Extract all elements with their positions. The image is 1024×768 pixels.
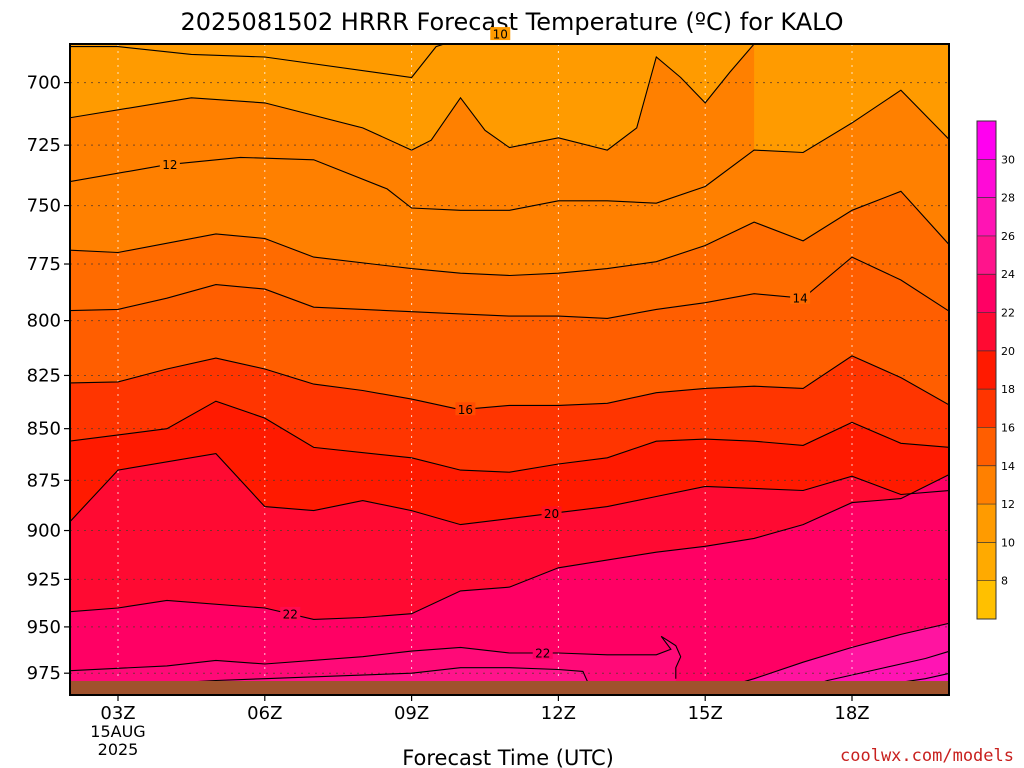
colorbar-box [977, 274, 996, 313]
x-date-label: 15AUG [90, 722, 145, 741]
contour-label-bg [455, 402, 476, 416]
colorbar-tick-label: 28 [1001, 192, 1015, 205]
y-tick-label: 925 [27, 569, 61, 590]
contour-line-11 [70, 44, 755, 151]
x-tick-label: 12Z [541, 703, 576, 724]
y-tick-label: 900 [27, 521, 61, 542]
colorbar-box [977, 350, 996, 390]
plot-area: 10 12 14 16 20 22 22 [70, 27, 949, 695]
contour-line-20 [70, 453, 949, 526]
contour-label: 20 [544, 507, 559, 521]
contour-label: 12 [162, 158, 177, 172]
colorbar-box [977, 235, 996, 275]
colorbar-tick-label: 16 [1001, 421, 1015, 434]
colorbar-tick-label: 14 [1001, 460, 1015, 473]
x-axis-label: Forecast Time (UTC) [402, 746, 614, 768]
contour-line-23 [70, 635, 682, 679]
y-tick-label: 725 [27, 135, 61, 156]
contour-label-bg [532, 645, 553, 659]
x-tick-label: 03Z [100, 703, 135, 724]
y-tick-label: 750 [27, 196, 61, 217]
plot-frame [69, 43, 950, 696]
contour-label: 16 [458, 403, 473, 417]
colorbar-box [977, 542, 996, 581]
contour-line-18 [70, 400, 949, 473]
contour-label-bg [541, 506, 562, 520]
ground-strip [70, 681, 949, 695]
axes: 700 725 750 775 800 825 850 875 900 925 950 975 03Z 0… [27, 43, 950, 759]
colorbar-tick-label: 30 [1001, 153, 1015, 166]
x-tick-label: 09Z [394, 703, 429, 724]
colorbar-tick-label: 8 [1001, 575, 1008, 588]
y-tick-label: 700 [27, 73, 61, 94]
colorbar-tick-label: 22 [1001, 307, 1015, 320]
colorbar-tick-label: 24 [1001, 268, 1015, 281]
colorbar-tick-label: 26 [1001, 230, 1015, 243]
contour-line-13 [70, 190, 949, 277]
y-tick-label: 850 [27, 419, 61, 440]
x-tick-label: 18Z [834, 703, 869, 724]
y-tick-label: 825 [27, 365, 61, 386]
contour-label: 14 [792, 291, 807, 305]
colorbar-box [977, 121, 996, 160]
contour-label: 22 [283, 607, 298, 621]
y-tick-label: 975 [27, 663, 61, 684]
contour-line-16 [70, 355, 949, 411]
colorbar-box [977, 389, 996, 428]
colorbar: 8 10 12 14 16 18 20 22 24 26 28 30 [976, 120, 1015, 620]
contour-line-10 [70, 44, 559, 79]
colorbar-tick-label: 12 [1001, 498, 1015, 511]
y-tick-label: 950 [27, 617, 61, 638]
colorbar-box [977, 504, 996, 543]
x-tick-label: 15Z [688, 703, 723, 724]
contour-label-bg [790, 290, 811, 304]
x-tick-label: 06Z [247, 703, 282, 724]
colorbar-box [977, 159, 996, 198]
colorbar-box [977, 312, 996, 351]
contour-line-12 [70, 89, 949, 211]
contour-lines [70, 44, 949, 694]
colorbar-box [977, 465, 996, 505]
temperature-fills [70, 44, 949, 695]
y-tick-label: 800 [27, 311, 61, 332]
contour-label-bg [280, 606, 301, 620]
temperature-band-22 [70, 474, 949, 695]
contour-label-bg [159, 157, 180, 171]
contour-line-14 [70, 256, 949, 319]
chart-title: 2025081502 HRRR Forecast Temperature (ºC… [180, 8, 843, 36]
y-tick-label: 775 [27, 254, 61, 275]
contour-label: 22 [535, 646, 550, 660]
source-credit: coolwx.com/models [840, 746, 1014, 766]
colorbar-tick-label: 20 [1001, 345, 1015, 358]
colorbar-box [977, 427, 996, 466]
colorbar-box [977, 197, 996, 236]
x-year-label: 2025 [98, 740, 139, 759]
contour-line-22 [70, 474, 949, 620]
colorbar-tick-label: 18 [1001, 383, 1015, 396]
colorbar-box [977, 580, 996, 619]
y-tick-label: 875 [27, 470, 61, 491]
colorbar-tick-label: 10 [1001, 536, 1015, 549]
contour-label-bg [490, 27, 511, 41]
colorbar-frame [976, 120, 997, 620]
contour-label: 10 [493, 28, 508, 42]
